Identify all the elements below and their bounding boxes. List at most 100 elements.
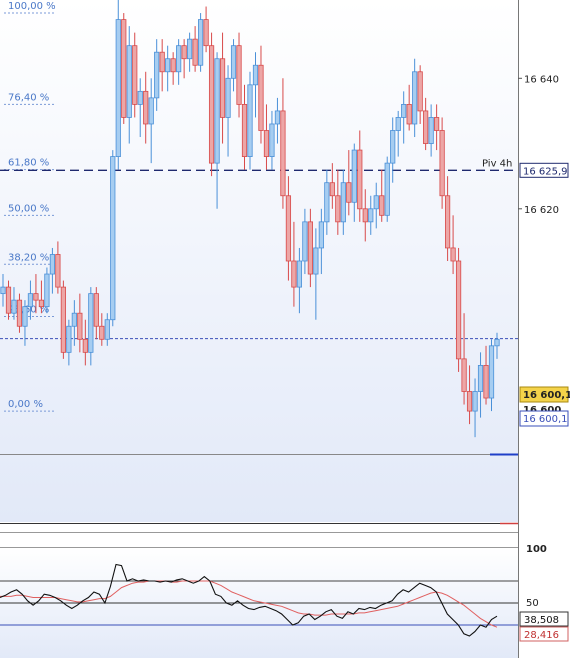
price-axis[interactable] <box>518 0 570 658</box>
candle-body <box>357 149 363 210</box>
candle-body <box>170 58 176 73</box>
candle-body <box>203 19 209 47</box>
candle-body <box>88 293 94 353</box>
candle-body <box>379 195 385 216</box>
candle-body <box>208 45 215 164</box>
candle-body <box>296 260 303 288</box>
candle-body <box>401 104 407 118</box>
candle-body <box>181 45 187 60</box>
fib-level-label: 38,20 % <box>8 252 49 263</box>
last-price-label: 16 600,1 <box>523 390 570 401</box>
candle-body <box>307 221 313 275</box>
candle-body <box>230 45 237 79</box>
candle-body <box>115 19 121 157</box>
candle-body <box>197 19 204 66</box>
candle-body <box>0 286 6 295</box>
candle-body <box>236 45 242 105</box>
candle-body <box>252 64 259 86</box>
candle-body <box>66 325 72 353</box>
candle-body <box>466 391 473 412</box>
candle-body <box>477 364 484 392</box>
candle-body <box>362 208 368 223</box>
candle-body <box>318 221 324 249</box>
candle-body <box>5 286 12 314</box>
candlestick-series <box>0 0 500 438</box>
fibonacci-levels: 100,00 % 76,40 % 61,80 % 50,00 % 38,20 % 23,6… <box>4 1 56 412</box>
candle-body <box>93 293 99 327</box>
candle-body <box>472 391 478 412</box>
candle-body <box>280 110 286 197</box>
candle-body <box>483 364 489 399</box>
oscillator-tick-label: 50 <box>526 598 539 609</box>
candle-body <box>351 149 357 203</box>
candle-body <box>423 110 429 144</box>
candle-body <box>269 123 275 157</box>
candle-body <box>406 104 412 125</box>
candle-body <box>395 117 401 131</box>
candle-body <box>335 195 341 223</box>
candle-body <box>434 117 440 131</box>
candle-body <box>38 299 45 308</box>
pivot-value-tag <box>519 162 569 178</box>
candle-body <box>49 254 56 275</box>
oscillator-main-line <box>0 563 498 637</box>
candle-body <box>143 90 149 125</box>
candle-body <box>488 345 495 399</box>
candle-body <box>346 182 352 203</box>
candle-body <box>247 84 253 157</box>
candle-body <box>154 51 160 99</box>
candle-body <box>192 38 198 66</box>
candle-body <box>225 77 231 118</box>
candle-body <box>214 58 220 164</box>
candle-body <box>412 71 418 125</box>
candle-body <box>373 195 379 210</box>
pivot-value-label: 16 625,9 <box>523 166 568 177</box>
candle-body <box>258 64 264 131</box>
secondary-price-label: 16 600,1 <box>523 414 568 425</box>
candle-body <box>121 19 127 118</box>
fib-level-label: 100,00 % <box>8 1 56 12</box>
secondary-price-tag <box>519 410 569 427</box>
candle-body <box>324 182 330 223</box>
fib-level-label: 76,40 % <box>8 92 49 103</box>
candle-body <box>329 182 335 197</box>
candle-body <box>274 110 281 125</box>
candle-body <box>11 299 17 314</box>
candle-body <box>165 58 171 73</box>
candle-body <box>176 45 182 73</box>
candle-body <box>126 45 132 118</box>
candle-body <box>60 286 66 353</box>
candle-body <box>16 299 23 327</box>
reference-lines: Piv 4h <box>0 158 518 456</box>
price-tick-label: 16 640 <box>524 74 559 85</box>
candle-body <box>494 338 500 347</box>
candle-body <box>368 208 374 223</box>
candle-body <box>22 306 28 327</box>
last-price-tag <box>519 386 569 403</box>
candle-body <box>263 130 270 158</box>
candle-body <box>285 195 292 262</box>
candle-body <box>428 117 434 144</box>
candle-body <box>444 195 451 249</box>
candle-body <box>137 90 143 105</box>
candle-body <box>55 254 61 288</box>
oscillator-signal-tag <box>519 626 569 642</box>
price-tick-label: 16 620 <box>524 205 559 216</box>
fib-level-label: 61,80 % <box>8 158 49 169</box>
candle-body <box>291 260 297 288</box>
candle-body <box>461 358 467 392</box>
oscillator-signal-line <box>0 580 498 628</box>
oscillator-lines <box>0 563 518 637</box>
candle-body <box>340 182 346 223</box>
fib-level-label: 50,00 % <box>8 203 49 214</box>
candle-body <box>384 162 390 216</box>
pivot-label: Piv 4h <box>482 158 512 169</box>
candle-body <box>241 104 248 158</box>
fib-level-label: 23,60 % <box>8 304 49 315</box>
candle-body <box>187 38 193 60</box>
candle-body <box>302 221 308 262</box>
candle-body <box>219 58 226 118</box>
candle-body <box>450 247 456 262</box>
